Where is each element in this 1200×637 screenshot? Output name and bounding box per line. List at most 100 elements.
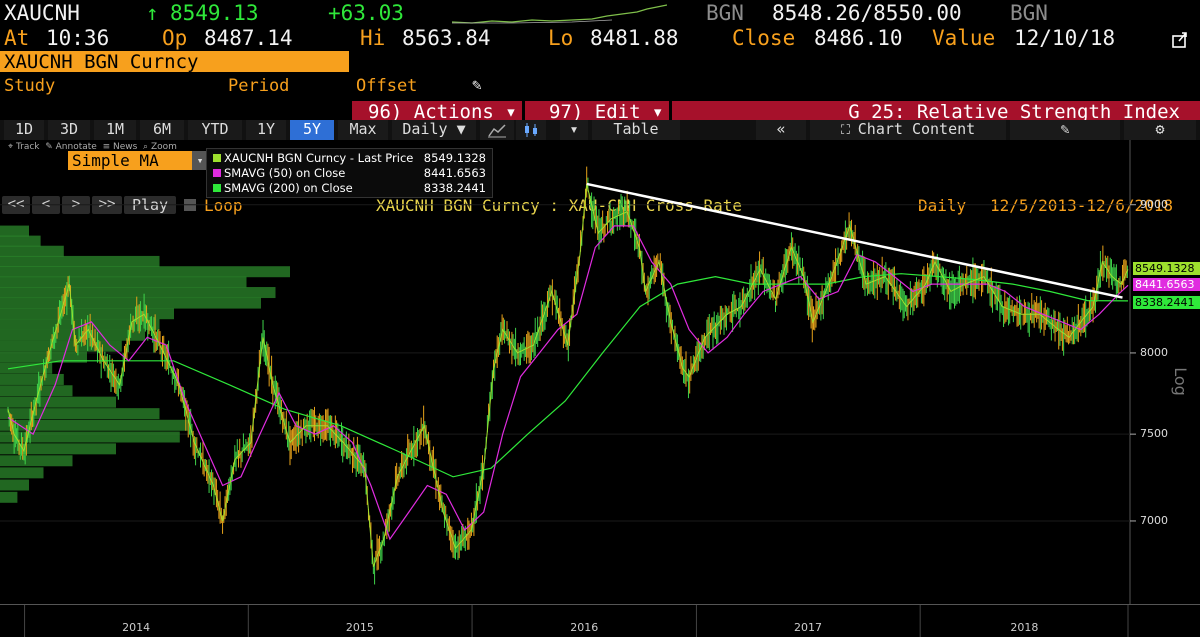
chart-type-dropdown[interactable]: ▾ — [560, 120, 588, 140]
track-tool[interactable]: ⌖ Track — [8, 142, 40, 152]
x-tick-label: 2015 — [345, 621, 374, 634]
period-3d[interactable]: 3D — [48, 120, 90, 140]
profile-bar — [0, 467, 44, 479]
chart-legend[interactable]: XAUCNH BGN Curncy - Last Price 8549.1328… — [206, 148, 493, 198]
y-axis-title: Log — [1170, 367, 1190, 396]
y-tick-label: 7500 — [1140, 427, 1168, 441]
study-title: G 25: Relative Strength Index — [848, 101, 1180, 123]
study-select[interactable]: Simple MA ▾ — [68, 151, 208, 170]
profile-bar — [0, 385, 73, 397]
chart-content-label: Chart Content — [857, 120, 976, 138]
last-value-tag: 8338.2441 — [1133, 295, 1200, 309]
profile-bar — [0, 287, 276, 299]
legend-value-sma200: 8338.2441 — [423, 181, 486, 195]
collapse-icon[interactable]: « — [756, 120, 806, 140]
profile-bar — [0, 491, 18, 503]
profile-bar — [0, 225, 29, 237]
sma50-line — [7, 225, 1129, 541]
gear-icon[interactable]: ⚙ — [1124, 120, 1196, 140]
legend-value-sma50: 8441.6563 — [423, 166, 486, 180]
legend-name-price: XAUCNH BGN Curncy - Last Price — [224, 151, 414, 165]
pencil-icon[interactable]: ✎ — [472, 75, 482, 94]
profile-bar — [0, 235, 41, 247]
legend-name-sma50: SMAVG (50) on Close — [224, 166, 346, 180]
legend-swatch-price — [213, 154, 221, 162]
offset-label: Offset — [356, 76, 418, 96]
playback-row: << < > >> Play Loop XAUCNH BGN Curncy : … — [0, 98, 1200, 215]
frequency-label: Daily — [918, 196, 967, 215]
x-tick-label: 2014 — [122, 621, 151, 634]
profile-bar — [0, 276, 247, 288]
profile-bar — [0, 479, 29, 491]
profile-bar — [0, 373, 64, 385]
table-button[interactable]: Table — [592, 120, 680, 140]
ask-source: BGN — [1010, 1, 1048, 25]
bid-source: BGN — [706, 1, 744, 25]
zoom-label: Zoom — [150, 142, 177, 152]
actions-menu[interactable]: 96) Actions ▾ — [352, 101, 522, 123]
edit-chart-icon[interactable]: ✎ — [1010, 120, 1120, 140]
profile-bar — [0, 431, 180, 443]
zoom-tool[interactable]: ⌕ Zoom — [143, 142, 177, 152]
chart-tools: ⌖ Track ✎ Annotate ≡ News ⌕ Zoom — [8, 142, 177, 152]
x-tick-label: 2016 — [570, 621, 599, 634]
frequency-dropdown[interactable]: Daily ▼ — [392, 120, 476, 140]
study-row: Study Simple MA ▾ Period 50 Offset 0 ✎ — [0, 74, 1200, 170]
chevron-down-icon: ▾ — [192, 151, 208, 170]
track-label: Track — [15, 142, 40, 152]
high-label: Hi — [360, 26, 386, 50]
period-1y[interactable]: 1Y — [246, 120, 286, 140]
profile-bar — [0, 245, 64, 257]
y-axis-ticks — [1130, 204, 1136, 522]
legend-name-sma200: SMAVG (200) on Close — [224, 181, 353, 195]
quote-row: XAUCNH ↑ 8549.13 +63.03 BGN 8548.26/8550… — [0, 0, 1200, 26]
profile-bar — [0, 351, 87, 363]
y-tick-label: 7000 — [1140, 513, 1168, 527]
study-title-bar[interactable]: G 25: Relative Strength Index — [672, 101, 1200, 123]
x-axis-separators — [24, 605, 1129, 637]
annotate-label: Annotate — [55, 142, 97, 152]
profile-bar — [0, 396, 116, 408]
chart-content-button[interactable]: ⛶ Chart Content — [810, 120, 1006, 140]
candlestick-icon[interactable] — [516, 120, 546, 140]
high-value: 8563.84 — [402, 26, 491, 50]
legend-swatch-sma200 — [213, 184, 221, 192]
period-1m[interactable]: 1M — [94, 120, 136, 140]
security-field[interactable]: XAUCNH BGN Curncy — [0, 51, 349, 73]
open-value: 8487.14 — [204, 26, 293, 50]
annotate-tool[interactable]: ✎ Annotate — [45, 142, 97, 152]
period-6m[interactable]: 6M — [140, 120, 184, 140]
profile-bar — [0, 255, 160, 267]
chart-content-icon: ⛶ — [840, 123, 858, 138]
last-value-tag: 8441.6563 — [1133, 278, 1200, 292]
low-value: 8481.88 — [590, 26, 679, 50]
profile-bar — [0, 329, 145, 341]
close-label: Close — [732, 26, 796, 50]
export-icon[interactable] — [1172, 30, 1188, 48]
low-label: Lo — [548, 26, 574, 50]
value-date: 12/10/18 — [1014, 26, 1116, 50]
legend-value-price: 8549.1328 — [423, 151, 486, 165]
profile-bar — [0, 362, 53, 374]
last-value-tag: 8549.1328 — [1133, 262, 1200, 276]
edit-menu[interactable]: 97) Edit ▾ — [525, 101, 669, 123]
legend-item-sma200: SMAVG (200) on Close — [213, 181, 353, 195]
sma200-line — [7, 273, 1129, 478]
study-label: Study — [4, 76, 56, 96]
profile-bar — [0, 455, 73, 467]
study-value: Simple MA — [72, 151, 159, 170]
intraday-sparkline — [452, 4, 667, 24]
profile-bar — [0, 297, 261, 309]
legend-item-sma50: SMAVG (50) on Close — [213, 166, 345, 180]
line-chart-icon[interactable] — [480, 120, 514, 140]
period-max[interactable]: Max — [338, 120, 388, 140]
period-1d[interactable]: 1D — [4, 120, 44, 140]
y-tick-label: 9000 — [1140, 197, 1168, 211]
at-value: 10:36 — [46, 26, 110, 50]
price-chart[interactable] — [0, 140, 1200, 604]
news-tool[interactable]: ≡ News — [102, 142, 138, 152]
period-5y[interactable]: 5Y — [290, 120, 334, 140]
period-ytd[interactable]: YTD — [188, 120, 242, 140]
menu-row: XAUCNH BGN Curncy 96) Actions ▾ 97) Edit… — [0, 50, 1200, 123]
profile-bar — [0, 340, 122, 352]
